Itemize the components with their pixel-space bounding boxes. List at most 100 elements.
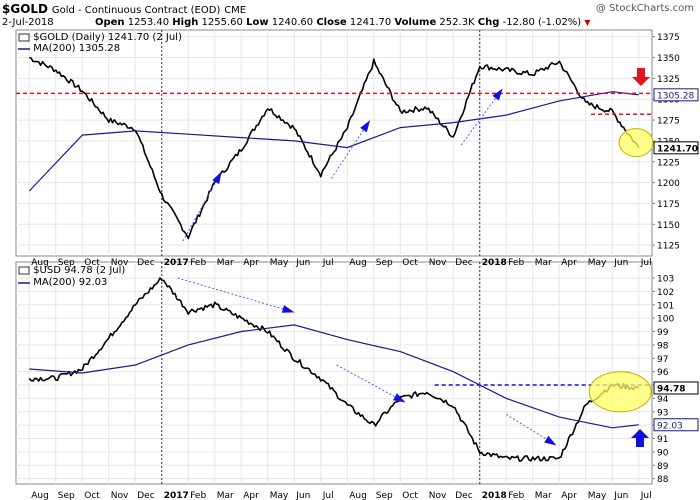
x-tick-label: 2017 [164,491,189,500]
x-tick-label: Dec [137,258,154,268]
trend-arrowhead [544,435,557,446]
x-tick-label: Sep [376,491,393,500]
x-tick-label: May [588,491,607,500]
open-value: 1253.40 [127,17,170,28]
legend-usd-swatch [18,266,30,274]
x-tick-label: Feb [508,491,524,500]
x-tick-label: Aug [349,491,367,500]
volume-value: 252.3K [439,17,475,28]
legend-gold-ma-label: MA(200) 1305.28 [33,43,121,54]
price-value-tag: 94.78 [653,381,699,395]
x-tick-label: Jun [613,258,628,268]
y-tick-label: 97 [657,355,668,365]
price-tag-box [653,141,699,155]
quote-date: 2-Jul-2018 [2,17,54,28]
close-label: Close [316,17,347,28]
watermark: @ StockCharts.com [595,3,694,14]
blue-up-arrow-icon [631,429,649,447]
x-tick-label: Jun [613,491,628,500]
x-tick-label: 2018 [482,258,507,268]
quote-bar: 2-Jul-2018 Open 1253.40 High 1255.60 Low… [2,17,591,28]
y-tick-label: 96 [657,368,669,378]
legend-gold: $GOLD (Daily) 1241.70 (2 Jul) [18,32,182,43]
chg-value: -12.80 (-1.02%) [502,17,582,28]
price-line [28,277,640,463]
y-tick-label: 102 [657,288,674,298]
x-tick-label: Feb [190,258,206,268]
x-tick-label: Nov [429,491,447,500]
high-label: High [172,17,199,28]
highlight-ellipse [618,128,654,158]
open-label: Open [94,17,125,28]
symbol: $GOLD [2,2,49,16]
x-tick-label: 2018 [482,491,507,500]
trend-arrowhead [281,305,295,313]
low-value: 1240.60 [271,17,314,28]
y-tick-label: 1125 [657,242,680,252]
x-tick-label: Apr [561,491,577,500]
x-tick-label: May [270,258,289,268]
x-tick-label: Sep [58,258,75,268]
trend-line [330,122,369,179]
price-line [29,56,640,240]
x-tick-label: Apr [243,258,259,268]
price-tag-text: 94.78 [657,384,685,394]
legend-gold-ma-swatch [18,47,30,50]
volume-label: Volume [394,17,437,28]
ma-value-tag: 1305.28 [653,88,699,102]
y-tick-label: 94 [657,395,669,405]
y-tick-label: 1350 [657,54,680,64]
close-value: 1241.70 [349,17,392,28]
exchange: CME [224,5,247,16]
ma-tag-box [653,418,699,432]
y-tick-label: 1175 [657,200,680,210]
high-value: 1255.60 [201,17,243,28]
y-tick-label: 1200 [657,179,680,189]
x-tick-label: Apr [243,491,259,500]
x-tick-label: 2017 [164,258,189,268]
x-tick-label: Jul [640,491,652,500]
x-tick-label: Mar [535,258,552,268]
trend-line [460,90,502,146]
trend-arrowhead [212,171,222,185]
price-tag-text: 1241.70 [657,144,698,154]
trend-arrowhead [492,88,503,101]
x-tick-label: Oct [402,491,418,500]
trend-arrowhead [360,120,371,133]
ma-tag-text: 92.03 [657,421,683,431]
x-tick-label: Dec [455,491,472,500]
y-tick-label: 88 [657,475,669,485]
x-tick-label: May [588,258,607,268]
panel-gold: 1125115011751200122512501275130013251350… [15,29,699,257]
x-tick-label: Nov [111,258,129,268]
x-tick-label: Jun [295,491,310,500]
legend-usd-ma-label: MA(200) 92.03 [33,277,108,288]
x-tick-label: Feb [508,258,524,268]
x-tick-label: Sep [376,258,393,268]
trend-line [336,364,404,402]
x-tick-label: Dec [455,258,472,268]
y-tick-label: 1150 [657,221,680,231]
x-tick-label: Feb [190,491,206,500]
x-tick-label: May [270,491,289,500]
legend-gold-swatch [18,33,30,41]
legend-usd-ma: MA(200) 92.03 [18,277,107,288]
y-tick-label: 90 [657,448,669,458]
x-tick-label: Mar [217,258,234,268]
panel-usd: 88899091929394959697989910010110210394.7… [15,261,699,485]
y-tick-label: 93 [657,408,668,418]
y-tick-label: 1275 [657,117,680,127]
y-tick-label: 98 [657,341,669,351]
x-tick-label: Jul [322,258,334,268]
y-tick-label: 89 [657,462,669,472]
y-tick-label: 100 [657,315,674,325]
highlight-ellipse [588,371,652,413]
trend-arrowhead [393,393,406,403]
down-arrow-icon: ▼ [584,18,591,27]
low-label: Low [246,17,269,28]
x-tick-label: Mar [217,491,234,500]
legend-usd-ma-swatch [18,281,30,284]
x-tick-label: Dec [137,491,154,500]
ma-value-tag: 92.03 [653,418,699,432]
